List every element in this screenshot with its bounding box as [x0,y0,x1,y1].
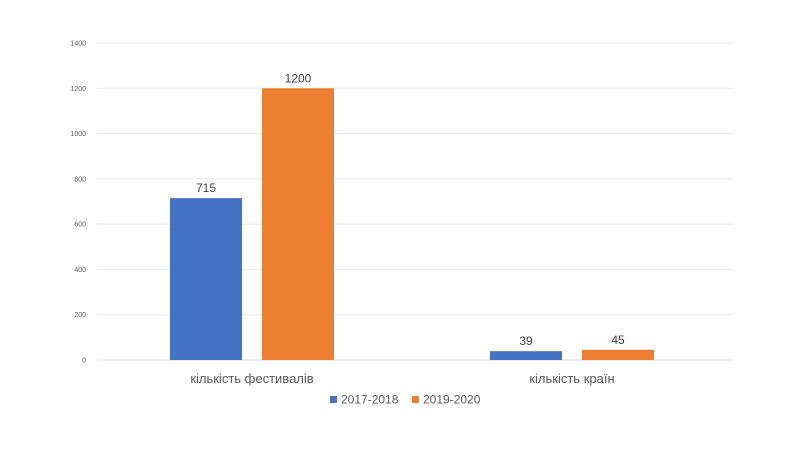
legend-swatch [412,396,419,403]
y-tick-label: 0 [82,358,86,365]
y-axis-ticks: 0 200 400 600 800 1000 1200 1400 [70,41,86,365]
data-label: 1200 [285,71,312,85]
bars [170,88,654,361]
data-label: 715 [196,181,216,195]
bar-2019-2020-0 [262,88,334,361]
x-axis-categories: кількість фестивалів кількість країн [190,371,614,386]
y-tick-label: 400 [74,267,86,274]
y-tick-label: 800 [74,176,86,183]
data-label: 39 [519,334,533,348]
y-tick-label: 1000 [70,131,86,138]
legend-label: 2019-2020 [423,393,481,407]
legend: 2017-2018 2019-2020 [330,393,481,407]
y-tick-label: 1200 [70,86,86,93]
legend-swatch [330,396,337,403]
data-labels: 715 1200 39 45 [196,71,625,348]
bar-2017-2018-1 [490,351,562,360]
legend-label: 2017-2018 [341,393,399,407]
y-tick-label: 1400 [70,41,86,48]
y-tick-label: 200 [74,312,86,319]
bar-2019-2020-1 [582,349,654,360]
data-label: 45 [611,333,625,347]
y-tick-label: 600 [74,222,86,229]
category-label: кількість фестивалів [190,371,313,386]
bar-2017-2018-0 [170,198,242,360]
category-label: кількість країн [529,371,614,386]
